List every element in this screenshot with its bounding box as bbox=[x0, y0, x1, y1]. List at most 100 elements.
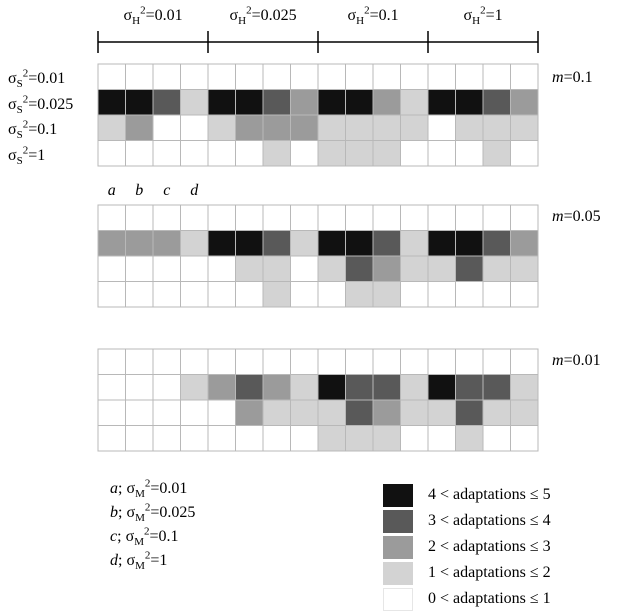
heatmap-cell bbox=[510, 89, 539, 116]
heatmap-cell bbox=[207, 425, 236, 452]
heatmap-cell bbox=[262, 89, 291, 116]
heatmap-cell bbox=[510, 230, 539, 257]
header-sub: H bbox=[132, 15, 141, 28]
heatmap-cell bbox=[317, 63, 346, 90]
heatmap-cell bbox=[235, 89, 264, 116]
heatmap-cell bbox=[235, 425, 264, 452]
heatmap-cell bbox=[427, 63, 456, 90]
row-sub: S bbox=[16, 129, 23, 142]
heatmap-cell bbox=[152, 255, 181, 282]
heatmap-cell bbox=[345, 63, 374, 90]
legend-value: =0.025 bbox=[150, 504, 196, 521]
heatmap-cell bbox=[97, 425, 126, 452]
panel-m-label: m=0.01 bbox=[552, 352, 601, 370]
heatmap-cell bbox=[180, 255, 209, 282]
header-sub: H bbox=[356, 15, 365, 28]
legend-sep: ; bbox=[118, 480, 127, 497]
heatmap-cell bbox=[235, 374, 264, 401]
heatmap-cell bbox=[290, 63, 319, 90]
heatmap-cell bbox=[97, 63, 126, 90]
row-value: =1 bbox=[28, 146, 46, 164]
legend-sup: 2 bbox=[144, 549, 151, 562]
heatmap-cell bbox=[290, 281, 319, 308]
heatmap-cell bbox=[180, 348, 209, 375]
heatmap-cell bbox=[455, 425, 484, 452]
heatmap-cell bbox=[262, 348, 291, 375]
heatmap-cell bbox=[180, 204, 209, 231]
heatmap-cell bbox=[427, 374, 456, 401]
heatmap-cell bbox=[455, 348, 484, 375]
heatmap-cell bbox=[400, 89, 429, 116]
heatmap-cell bbox=[152, 425, 181, 452]
panel-m-label: m=0.1 bbox=[552, 69, 593, 87]
color-legend-swatch bbox=[383, 536, 413, 559]
row-sup: 2 bbox=[22, 144, 29, 157]
header-sup: 2 bbox=[140, 4, 146, 17]
heatmap-cell bbox=[455, 63, 484, 90]
row-sub: S bbox=[16, 154, 23, 167]
heatmap-cell bbox=[372, 114, 401, 141]
panel-m-label: m=0.05 bbox=[552, 208, 601, 226]
heatmap-cell bbox=[125, 348, 154, 375]
heatmap-cell bbox=[400, 425, 429, 452]
heatmap-cell bbox=[317, 230, 346, 257]
legend-sep: ; bbox=[118, 504, 127, 521]
heatmap-cell bbox=[262, 281, 291, 308]
heatmap-cell bbox=[317, 425, 346, 452]
heatmap-cell bbox=[482, 399, 511, 426]
heatmap-cell bbox=[510, 399, 539, 426]
heatmap-cell bbox=[400, 255, 429, 282]
heatmap-cell bbox=[152, 348, 181, 375]
heatmap-cell bbox=[510, 374, 539, 401]
heatmap-cell bbox=[455, 89, 484, 116]
color-legend-swatch bbox=[383, 562, 413, 585]
column-letter: c bbox=[163, 182, 170, 200]
heatmap-cell bbox=[400, 399, 429, 426]
heatmap-cell bbox=[235, 255, 264, 282]
legend-sup: 2 bbox=[144, 501, 151, 514]
row-sigma: σ bbox=[8, 146, 17, 164]
header-value: =0.025 bbox=[251, 7, 297, 24]
header-sigma: σ bbox=[123, 7, 133, 24]
legend-sep: ; bbox=[117, 528, 126, 545]
heatmap-cell bbox=[372, 230, 401, 257]
heatmap-cell bbox=[455, 399, 484, 426]
heatmap-cell bbox=[317, 140, 346, 167]
legend-sub: M bbox=[135, 560, 145, 573]
legend-sup: 2 bbox=[144, 477, 151, 490]
heatmap-cell bbox=[400, 281, 429, 308]
heatmap-cell bbox=[345, 89, 374, 116]
letter: a bbox=[107, 182, 116, 199]
heatmap-cell bbox=[400, 374, 429, 401]
legend-sigma: σ bbox=[126, 504, 136, 521]
panel-3 bbox=[97, 348, 539, 452]
heatmap-cell bbox=[372, 281, 401, 308]
heatmap-cell bbox=[345, 374, 374, 401]
heatmap-cell bbox=[207, 204, 236, 231]
heatmap-cell bbox=[235, 63, 264, 90]
heatmap-cell bbox=[97, 230, 126, 257]
column-letter: d bbox=[190, 182, 198, 200]
row-sub: S bbox=[16, 103, 23, 116]
heatmap-cell bbox=[290, 374, 319, 401]
heatmap-cell bbox=[207, 140, 236, 167]
heatmap-cell bbox=[482, 89, 511, 116]
mutation-legend-item: d; σM2=1 bbox=[110, 549, 167, 573]
mutation-legend-item: c; σM2=0.1 bbox=[110, 526, 179, 548]
heatmap-cell bbox=[235, 348, 264, 375]
heatmap-cell bbox=[125, 425, 154, 452]
heatmap-cell bbox=[345, 281, 374, 308]
heatmap-cell bbox=[372, 63, 401, 90]
m-symbol: m bbox=[552, 69, 564, 86]
heatmap-cell bbox=[372, 399, 401, 426]
heatmap-cell bbox=[125, 230, 154, 257]
heatmap-cell bbox=[125, 255, 154, 282]
heatmap-cell bbox=[235, 114, 264, 141]
heatmap-cell bbox=[207, 399, 236, 426]
heatmap-cell bbox=[482, 63, 511, 90]
heatmap-cell bbox=[427, 230, 456, 257]
heatmap-cell bbox=[510, 281, 539, 308]
heatmap-cell bbox=[427, 204, 456, 231]
heatmap-cell bbox=[180, 140, 209, 167]
